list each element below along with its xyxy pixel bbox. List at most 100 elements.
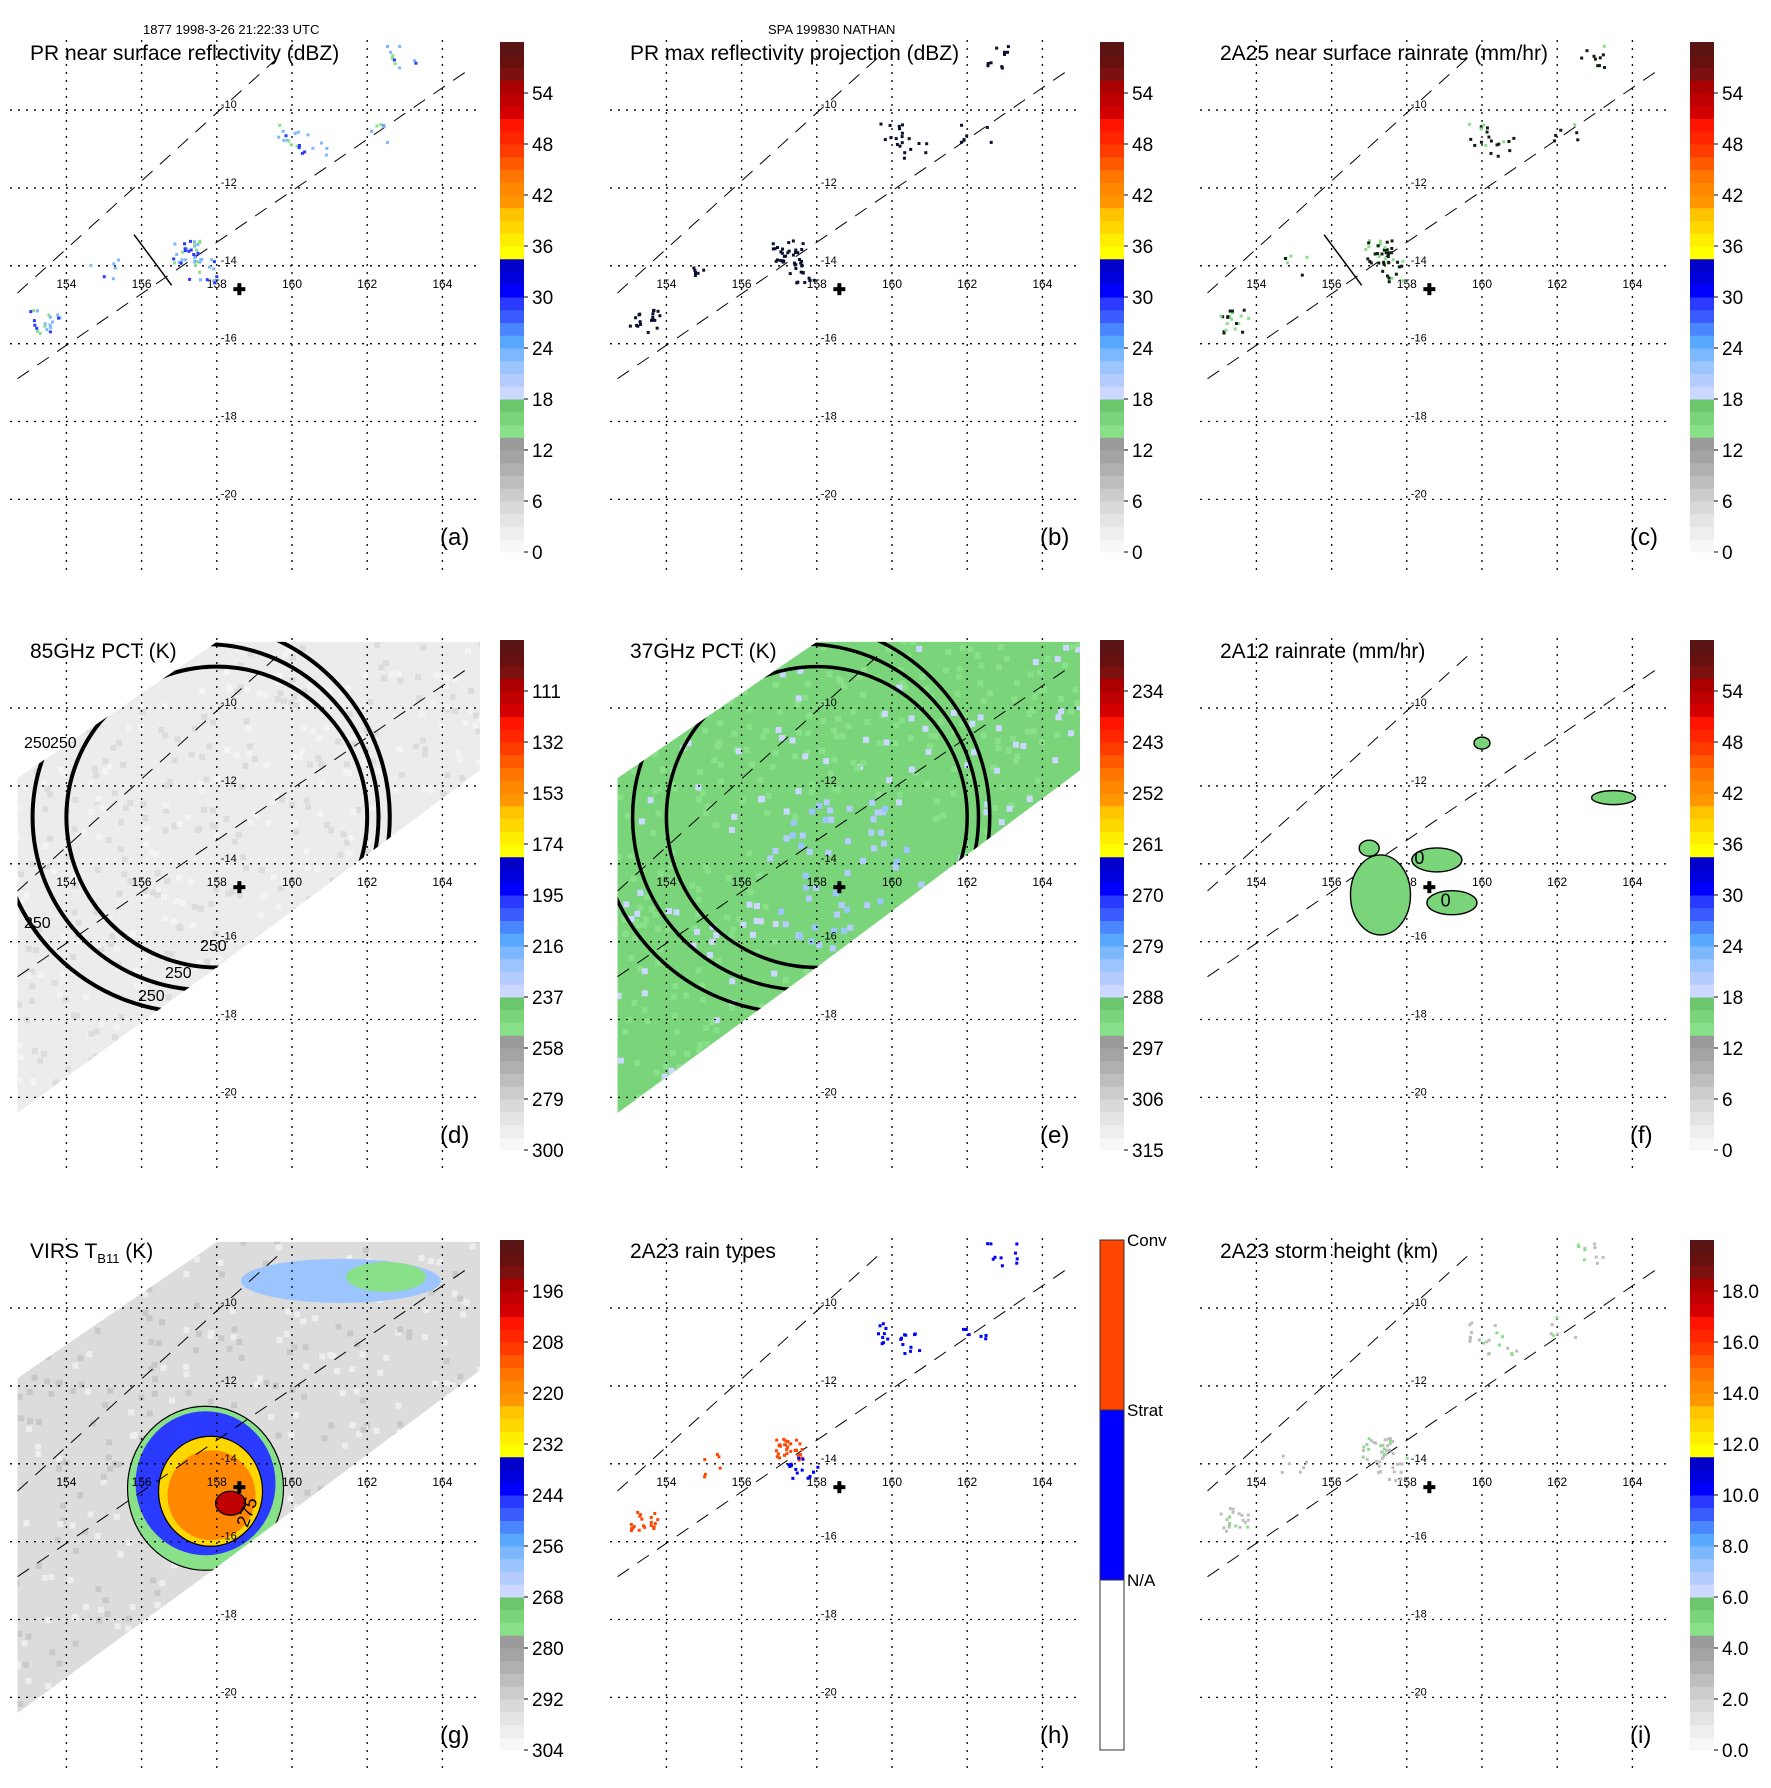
pixel xyxy=(302,688,309,695)
pixel xyxy=(969,720,976,727)
pixel xyxy=(736,916,743,923)
pixel xyxy=(253,811,260,818)
pixel xyxy=(404,1449,411,1456)
colorbar-swatch xyxy=(1690,907,1714,921)
colorbar-swatch xyxy=(500,767,524,781)
pixel xyxy=(291,1344,298,1351)
pixel xyxy=(950,1118,956,1124)
lat-tick-label: -16 xyxy=(821,1531,837,1543)
colorbar-swatch xyxy=(1690,856,1714,870)
pixel xyxy=(299,1724,305,1730)
panel-h: 154 156 158 160 162 164 -10 -12 -14 -16 -18 -20 2A23… xyxy=(600,1228,1180,1788)
colorbar-swatch xyxy=(1690,678,1714,692)
colorbar-tick-label: 153 xyxy=(532,784,564,805)
pixel xyxy=(1028,1132,1034,1138)
pixel xyxy=(77,1355,84,1362)
pixel xyxy=(905,1012,912,1019)
pixel xyxy=(428,1289,435,1296)
pixel xyxy=(19,1130,25,1136)
lon-tick-label: 156 xyxy=(132,1475,152,1489)
colorbar-swatch xyxy=(1100,933,1124,947)
colorbar-swatch xyxy=(500,1073,524,1087)
pixel xyxy=(414,674,421,681)
pixel xyxy=(739,797,746,804)
colorbar-swatch xyxy=(1100,386,1124,400)
pixel xyxy=(1046,962,1053,969)
colorbar-swatch xyxy=(1690,1533,1714,1547)
precip-pixel xyxy=(212,260,216,264)
pixel xyxy=(727,698,734,705)
pixel xyxy=(1026,796,1033,803)
pixel xyxy=(72,1613,79,1620)
pixel xyxy=(385,1595,392,1602)
pixel xyxy=(1012,741,1019,748)
pixel xyxy=(75,934,82,941)
pixel xyxy=(716,740,723,747)
precip-pixel xyxy=(784,1439,788,1443)
pixel xyxy=(52,1079,59,1086)
pixel xyxy=(19,897,26,904)
lon-tick-label: 160 xyxy=(282,1475,302,1489)
pixel xyxy=(411,1704,418,1711)
pixel xyxy=(237,1111,244,1113)
precip-pixel xyxy=(1361,1448,1365,1452)
pixel xyxy=(854,765,861,772)
precip-pixel xyxy=(412,59,416,63)
pixel xyxy=(617,717,621,724)
pixel xyxy=(885,645,892,652)
panel-e-svg: 154 156 158 160 162 164-10-12-14-16-18-2037GH… xyxy=(610,638,1164,1168)
pixel xyxy=(11,1055,17,1061)
pixel xyxy=(864,902,871,909)
pixel xyxy=(1054,731,1061,738)
colorbar-swatch xyxy=(1100,348,1124,362)
pixel xyxy=(258,1082,265,1089)
pixel xyxy=(72,1640,79,1647)
pixel xyxy=(88,779,95,786)
precip-pixel xyxy=(179,261,183,265)
pixel xyxy=(343,761,350,768)
pixel xyxy=(650,829,657,836)
colorbar-swatch xyxy=(500,1252,524,1266)
pixel xyxy=(305,864,312,871)
colorbar-swatch xyxy=(1690,105,1714,119)
pixel xyxy=(17,1580,20,1587)
precip-pixel xyxy=(1573,123,1577,127)
colorbar-swatch xyxy=(500,169,524,183)
colorbar-swatch xyxy=(1690,373,1714,387)
pixel xyxy=(452,1270,459,1277)
colorbar-swatch xyxy=(500,1354,524,1368)
colorbar-swatch xyxy=(1100,1048,1124,1062)
pixel xyxy=(109,1111,116,1113)
pixel xyxy=(304,1489,311,1496)
pixel xyxy=(764,810,771,817)
pixel xyxy=(17,1276,24,1283)
colorbar-tick-label: 12 xyxy=(1722,1039,1743,1060)
pixel xyxy=(328,1646,335,1653)
pixel xyxy=(789,737,796,744)
pixel xyxy=(92,909,99,916)
colorbar-swatch xyxy=(1100,793,1124,807)
pixel xyxy=(853,1041,860,1048)
pixel xyxy=(732,1074,739,1081)
pixel xyxy=(201,806,208,813)
pixel xyxy=(435,1074,442,1081)
pixel xyxy=(415,993,422,1000)
colorbar-swatch xyxy=(500,1009,524,1023)
precip-pixel xyxy=(637,313,641,317)
precip-pixel xyxy=(1598,56,1602,60)
pixel xyxy=(229,1666,236,1673)
precip-pixel xyxy=(778,1444,782,1448)
colorbar-swatch xyxy=(1100,437,1124,451)
precip-pixel xyxy=(300,151,304,155)
pixel xyxy=(666,663,673,670)
pixel xyxy=(617,986,619,993)
pixel xyxy=(974,652,981,659)
pixel xyxy=(345,994,352,1001)
pixel xyxy=(155,1340,162,1347)
colorbar-swatch xyxy=(1690,1418,1714,1432)
precip-pixel xyxy=(803,280,807,284)
colorbar-swatch xyxy=(1100,831,1124,845)
pixel xyxy=(995,664,1002,671)
pixel xyxy=(378,664,385,671)
